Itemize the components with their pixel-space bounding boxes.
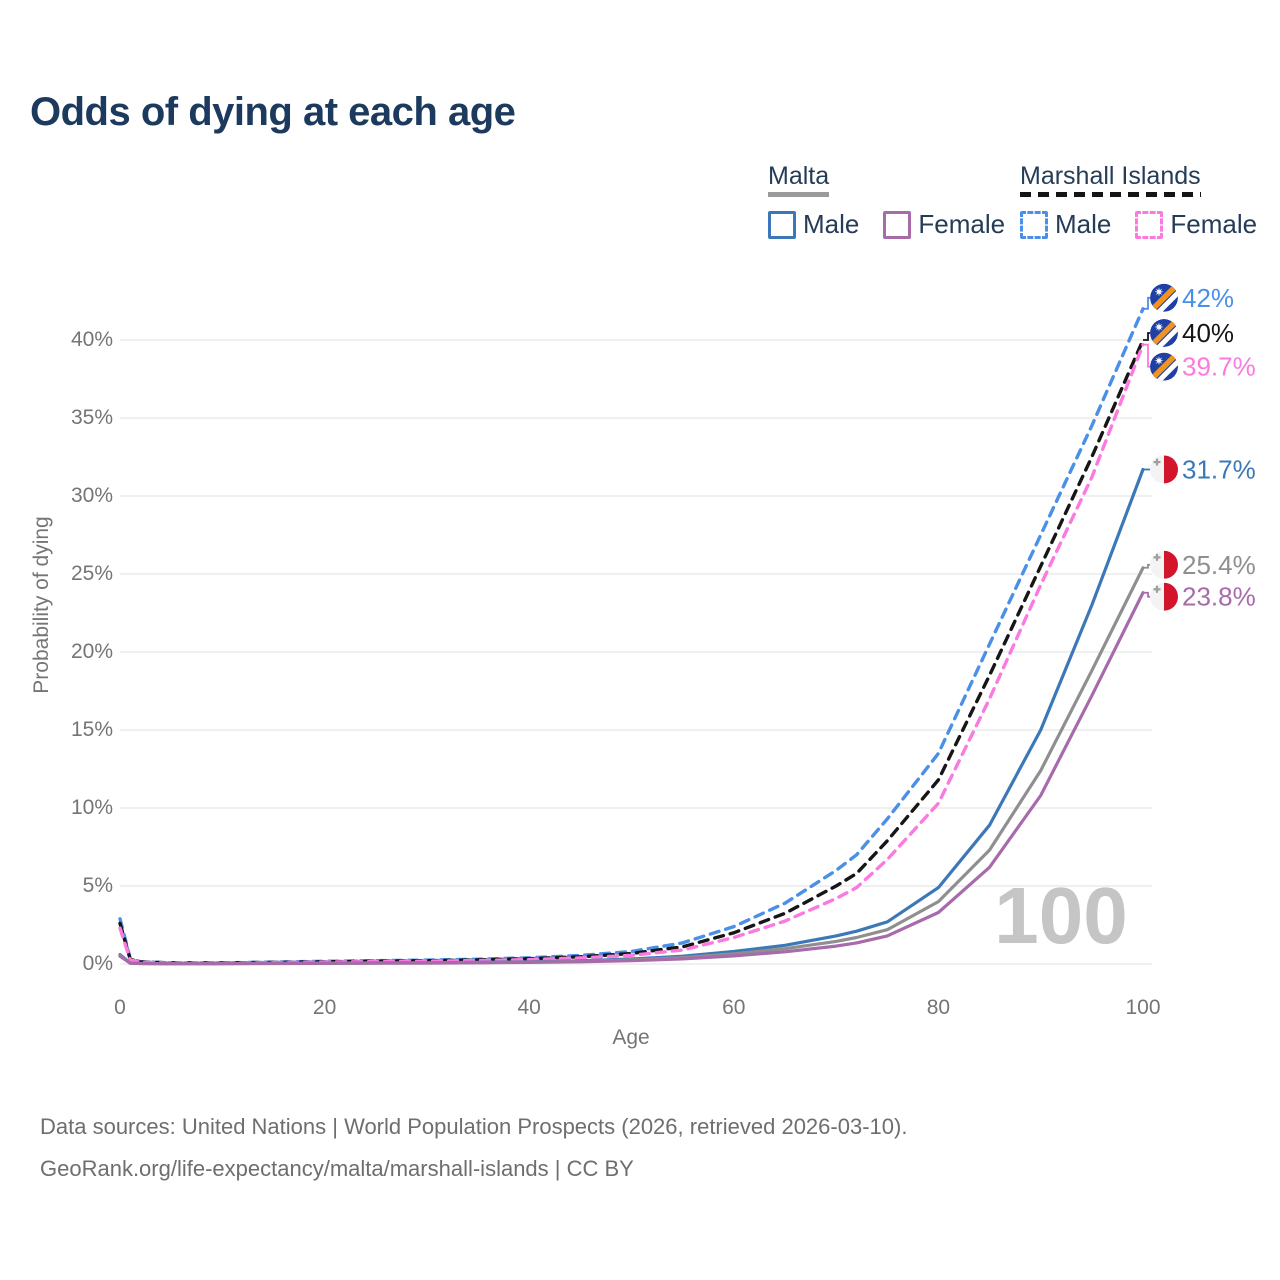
malta-flag-icon [1150, 550, 1178, 579]
end-label-connector [1143, 563, 1150, 569]
series-end-label-malta-male: 31.7% [1182, 454, 1256, 484]
end-label-connector [1143, 296, 1150, 310]
series-end-label-malta-female: 23.8% [1182, 582, 1256, 612]
legend-country-marshall-islands: Marshall Islands [1020, 163, 1201, 197]
x-tick-label: 100 [1125, 996, 1161, 1019]
legend-item-label-malta-male: Male [803, 209, 860, 239]
series-end-label-marshall-islands: 40% [1182, 318, 1234, 348]
marshall-islands-flag-icon [1150, 352, 1178, 381]
y-tick-label: 35% [70, 406, 113, 429]
legend-item-malta-male[interactable]: Male [768, 209, 859, 240]
legend-country-label-malta: Malta [768, 162, 830, 190]
series-line-malta-male [118, 467, 1145, 966]
legend-item-label-marshall-islands-female: Female [1170, 209, 1258, 239]
marshall-islands-flag-icon [1150, 283, 1178, 312]
legend-country-label-marshall-islands: Marshall Islands [1020, 162, 1201, 190]
y-tick-label: 20% [70, 640, 113, 663]
series-line-malta [118, 566, 1145, 966]
legend-checkbox-marshall-islands-male[interactable] [1020, 210, 1048, 239]
x-tick-label: 40 [517, 996, 541, 1019]
footer-attribution: GeoRank.org/life-expectancy/malta/marsha… [40, 1156, 634, 1181]
x-tick-label: 60 [722, 996, 746, 1019]
series-line-marshall-islands-female [118, 343, 1145, 965]
x-tick-label: 80 [926, 996, 951, 1019]
legend-group-malta: Malta Male Female [768, 163, 1005, 240]
legend-item-label-marshall-islands-male: Male [1055, 209, 1112, 239]
marshall-islands-flag-icon [1150, 319, 1178, 347]
age-watermark: 100 [994, 871, 1127, 960]
y-tick-label: 5% [82, 874, 113, 897]
malta-flag-icon [1150, 582, 1178, 611]
legend-country-malta: Malta [768, 162, 830, 197]
legend-item-marshall-islands-female[interactable]: Female [1135, 209, 1257, 240]
x-tick-label: 20 [312, 996, 337, 1019]
y-tick-label: 0% [82, 952, 113, 975]
y-tick-label: 15% [70, 718, 113, 741]
legend-item-marshall-islands-male[interactable]: Male [1020, 209, 1111, 240]
legend-line-key-malta [768, 192, 830, 197]
footer-data-sources: Data sources: United Nations | World Pop… [40, 1114, 908, 1139]
series-end-label-malta: 25.4% [1182, 550, 1256, 580]
series-line-malta-female [118, 591, 1145, 966]
legend-checkbox-malta-male[interactable] [768, 210, 796, 239]
end-label-connector [1143, 343, 1150, 368]
legend-group-marshall-islands: Marshall Islands Male Female [1020, 163, 1257, 240]
series-end-label-marshall-islands-male: 42% [1182, 283, 1234, 313]
page-title: Odds of dying at each age [30, 90, 516, 134]
end-label-connector [1143, 591, 1150, 598]
end-label-connector [1143, 332, 1150, 341]
y-axis-title: Probability of dying [30, 516, 53, 694]
y-tick-label: 25% [70, 562, 113, 585]
y-tick-label: 10% [70, 796, 113, 819]
legend-item-label-malta-female: Female [918, 209, 1006, 239]
x-axis-title: Age [612, 1026, 650, 1049]
legend-checkbox-marshall-islands-female[interactable] [1135, 210, 1164, 239]
legend-checkbox-malta-female[interactable] [883, 210, 912, 239]
malta-flag-icon [1150, 455, 1178, 484]
footer: Data sources: United Nations | World Pop… [40, 1106, 907, 1190]
y-tick-label: 40% [70, 328, 113, 351]
x-tick-label: 0 [114, 996, 126, 1019]
legend-line-key-marshall-islands [1020, 192, 1201, 197]
y-tick-label: 30% [70, 484, 113, 507]
legend-item-malta-female[interactable]: Female [883, 209, 1005, 240]
series-end-label-marshall-islands-female: 39.7% [1182, 352, 1256, 382]
